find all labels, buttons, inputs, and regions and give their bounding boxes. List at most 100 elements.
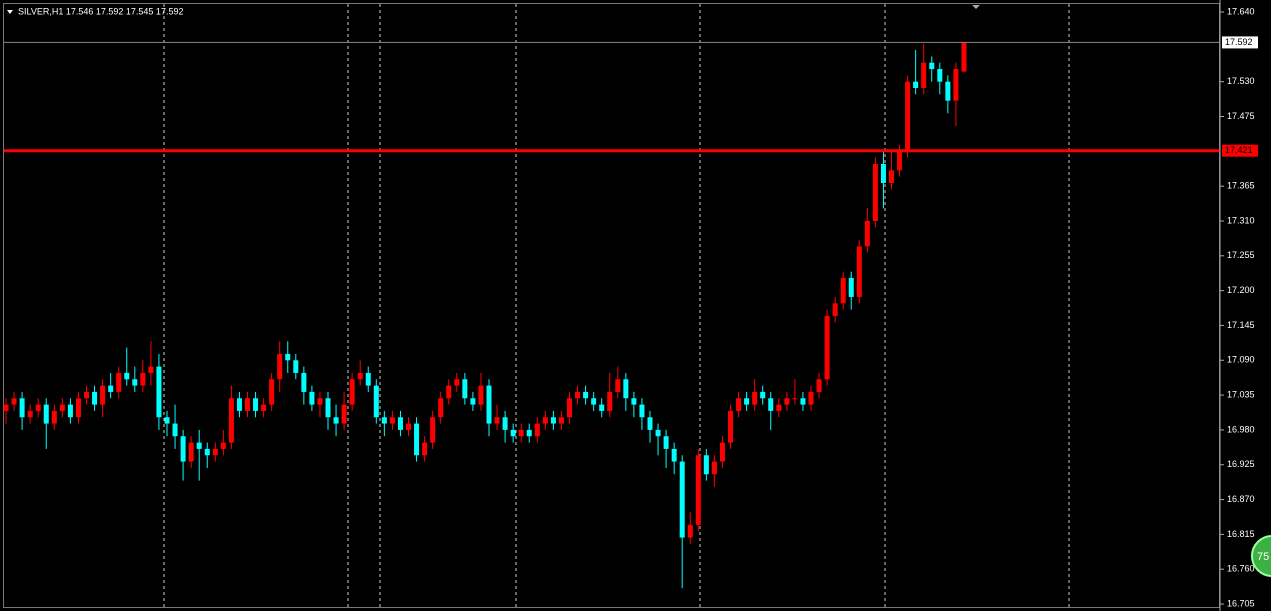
candle-body: [422, 442, 428, 456]
candle-body: [840, 277, 846, 304]
y-tick-label: 16.925: [1227, 459, 1255, 469]
candle-body: [719, 442, 725, 462]
candle-body: [921, 62, 927, 89]
candle-body: [140, 372, 146, 386]
badge: [1251, 535, 1271, 577]
candle-body: [269, 379, 275, 405]
y-tick-label: 16.980: [1227, 424, 1255, 434]
candle-body: [687, 524, 693, 538]
candle-body: [937, 69, 943, 82]
candle-body: [768, 398, 774, 411]
candle-body: [349, 379, 355, 405]
candle-body: [945, 81, 951, 101]
candle-body: [510, 429, 516, 437]
candle-body: [542, 417, 548, 424]
candle-body: [736, 398, 742, 411]
candle-body: [124, 372, 130, 380]
candle-body: [816, 379, 822, 392]
candle-body: [752, 391, 758, 405]
candle-body: [583, 391, 589, 399]
candle-body: [277, 353, 283, 380]
candle-body: [35, 404, 41, 411]
candle-body: [558, 417, 564, 424]
y-tick-label: 17.475: [1227, 111, 1255, 121]
candle-body: [373, 385, 379, 418]
candle-body: [414, 423, 420, 456]
candle-body: [575, 391, 581, 399]
candle-body: [784, 398, 790, 405]
candle-body: [164, 417, 170, 424]
candle-body: [389, 417, 395, 424]
candle-body: [711, 461, 717, 475]
candle-body: [864, 220, 870, 247]
candle-body: [27, 410, 33, 418]
candle-body: [172, 423, 178, 437]
candle-body: [381, 417, 387, 424]
candle-body: [567, 398, 572, 418]
candle-body: [808, 391, 814, 405]
candle-body: [800, 398, 806, 405]
candle-body: [663, 436, 669, 449]
y-tick-label: 17.090: [1227, 355, 1255, 365]
candle-body: [309, 391, 315, 405]
candle-body: [953, 69, 959, 101]
candle-body: [655, 429, 661, 437]
candle-body: [341, 404, 347, 424]
candle-body: [454, 379, 460, 386]
level-label: 17.421: [1225, 145, 1253, 155]
candle-body: [671, 448, 677, 462]
candle-body: [325, 398, 331, 418]
candle-body: [196, 442, 202, 449]
candle-body: [462, 379, 468, 399]
y-tick-label: 17.255: [1227, 250, 1255, 260]
badge-label: 75: [1257, 551, 1269, 563]
candle-body: [526, 429, 532, 437]
candle-body: [744, 398, 750, 405]
y-tick-label: 17.200: [1227, 285, 1255, 295]
candle-body: [599, 404, 605, 411]
candle-body: [961, 42, 967, 72]
candle-body: [728, 410, 733, 443]
candle-body: [261, 404, 267, 411]
candle-body: [245, 398, 250, 411]
candle-body: [67, 404, 73, 418]
level-label-bg: [1222, 144, 1258, 157]
candle-body: [333, 417, 339, 424]
candle-body: [550, 417, 556, 424]
candle-body: [11, 398, 17, 405]
candle-body: [889, 170, 894, 183]
candle-body: [228, 398, 234, 443]
candle-body: [486, 385, 492, 424]
candle-body: [880, 163, 886, 183]
candle-body: [695, 455, 701, 525]
candle-body: [824, 315, 830, 380]
candle-body: [647, 417, 653, 430]
candle-body: [502, 417, 508, 430]
candle-body: [872, 163, 878, 221]
candle-body: [220, 442, 226, 449]
candle-body: [494, 417, 500, 424]
candle-body: [301, 372, 307, 392]
candle-body: [623, 379, 629, 399]
chart-title: SILVER,H1 17.546 17.592 17.545 17.592: [18, 6, 183, 16]
y-tick-label: 16.815: [1227, 529, 1255, 539]
candle-body: [776, 404, 782, 411]
candle-body: [236, 398, 242, 411]
y-tick-label: 16.705: [1227, 598, 1255, 608]
candle-body: [365, 372, 371, 386]
candle-body: [108, 385, 114, 392]
y-tick-label: 17.035: [1227, 389, 1255, 399]
candle-body: [188, 442, 194, 462]
candle-body: [156, 366, 162, 418]
candle-body: [897, 151, 903, 171]
y-tick-label: 17.640: [1227, 6, 1255, 16]
candle-body: [679, 461, 685, 538]
candle-body: [534, 423, 540, 437]
candle-body: [19, 398, 25, 418]
candle-body: [639, 404, 645, 418]
menu-arrow[interactable]: [7, 10, 13, 14]
candle-body: [59, 404, 65, 411]
candle-body: [75, 398, 81, 418]
y-tick-label: 17.145: [1227, 320, 1255, 330]
